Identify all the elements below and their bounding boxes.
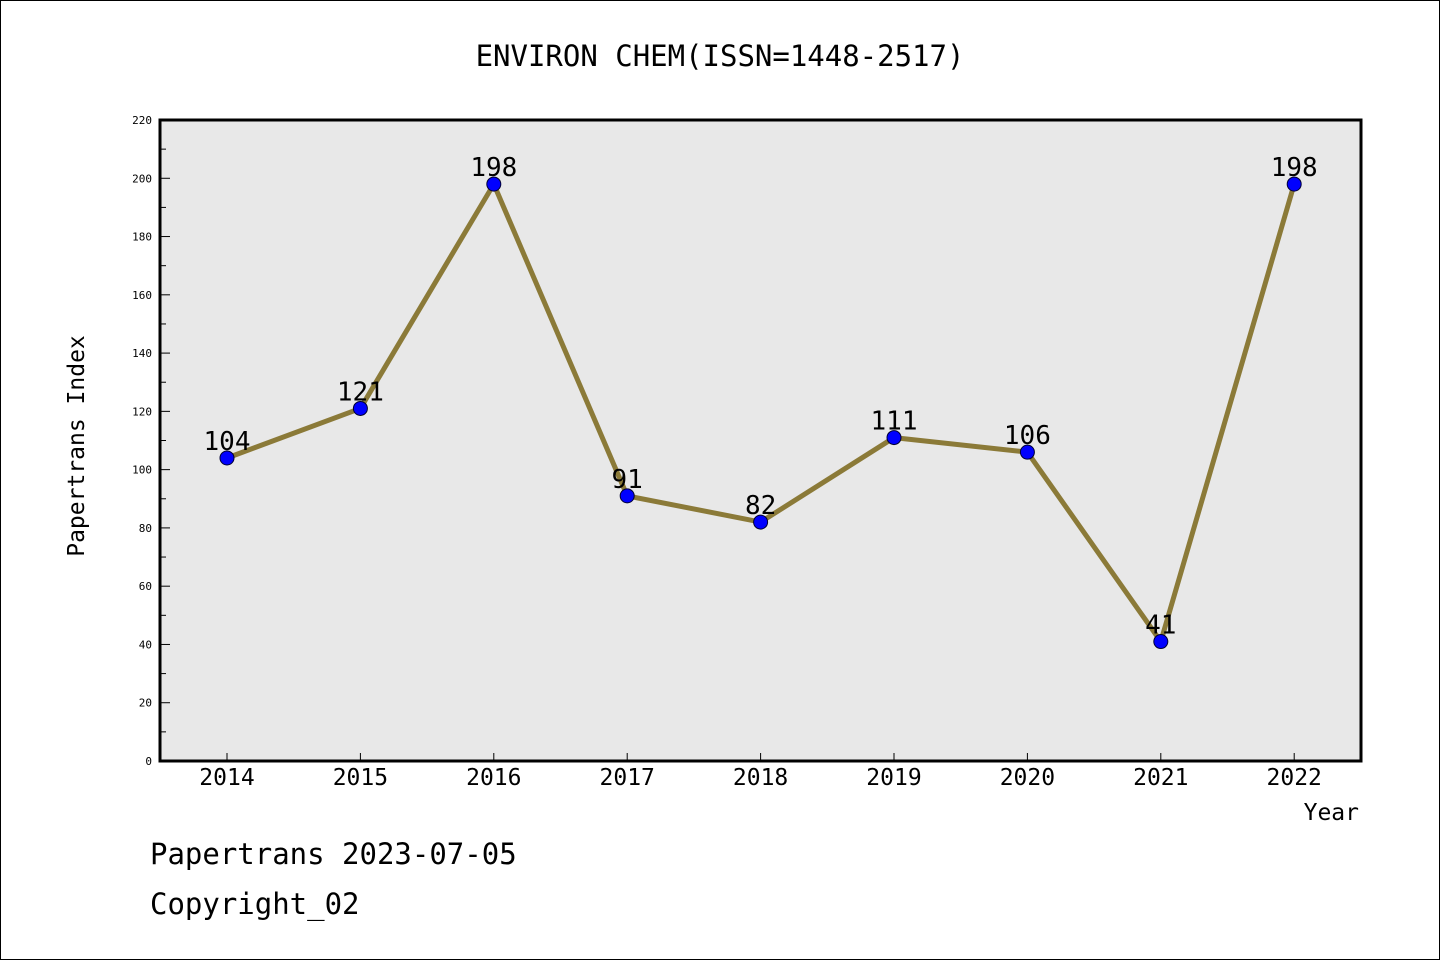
y-tick-label: 20 (139, 697, 152, 710)
y-tick-label: 80 (139, 522, 152, 535)
data-label: 198 (470, 153, 517, 183)
y-tick-label: 100 (132, 464, 152, 477)
data-point (219, 450, 235, 466)
y-tick-label: 220 (132, 114, 152, 127)
data-label: 198 (1271, 153, 1318, 183)
x-tick-label: 2015 (333, 765, 388, 791)
plot-area (158, 118, 1363, 763)
chart-title: ENVIRON CHEM(ISSN=1448-2517) (476, 39, 965, 73)
data-point (1286, 176, 1302, 192)
y-tick-label: 60 (139, 580, 152, 593)
x-tick-label: 2018 (733, 765, 788, 791)
data-point (1019, 444, 1035, 460)
y-tick-label: 160 (132, 289, 152, 302)
data-point (1153, 634, 1169, 650)
data-label: 82 (745, 491, 776, 521)
x-tick-label: 2020 (1000, 765, 1055, 791)
x-tick-label: 2017 (600, 765, 655, 791)
data-labels: 104 121 198 91 82 111 106 41 198 (204, 153, 1318, 640)
data-label: 121 (337, 377, 384, 407)
x-tick-label: 2021 (1133, 765, 1188, 791)
y-axis-label: Papertrans Index (64, 335, 90, 557)
y-tick-label: 0 (145, 755, 152, 768)
data-label: 111 (871, 407, 918, 437)
x-tick-label: 2019 (866, 765, 921, 791)
y-tick-label: 200 (132, 172, 152, 185)
y-tick-label: 120 (132, 405, 152, 418)
y-tick-label: 140 (132, 347, 152, 360)
data-label: 91 (612, 465, 643, 495)
footer-copyright-text: Copyright_02 (150, 887, 360, 922)
data-point (753, 514, 769, 530)
y-tick-label: 180 (132, 231, 152, 244)
x-axis-ticks: 2014 2015 2016 2017 2018 2019 2020 2021 2022 (199, 753, 1322, 791)
data-point (486, 176, 502, 192)
x-tick-label: 2014 (199, 765, 254, 791)
x-tick-label: 2022 (1267, 765, 1322, 791)
data-point (619, 488, 635, 504)
y-tick-label: 40 (139, 638, 152, 651)
data-label: 106 (1004, 421, 1051, 451)
x-axis-label: Year (1304, 800, 1359, 826)
data-point (886, 430, 902, 446)
series-layer (219, 176, 1302, 650)
data-label: 41 (1145, 611, 1176, 641)
x-tick-label: 2016 (466, 765, 521, 791)
footer-date-text: Papertrans 2023-07-05 (150, 837, 517, 871)
y-axis-ticks: 0 20 40 60 80 100 120 140 160 180 200 220 (132, 114, 170, 768)
data-label: 104 (204, 427, 251, 457)
data-point (352, 400, 368, 416)
